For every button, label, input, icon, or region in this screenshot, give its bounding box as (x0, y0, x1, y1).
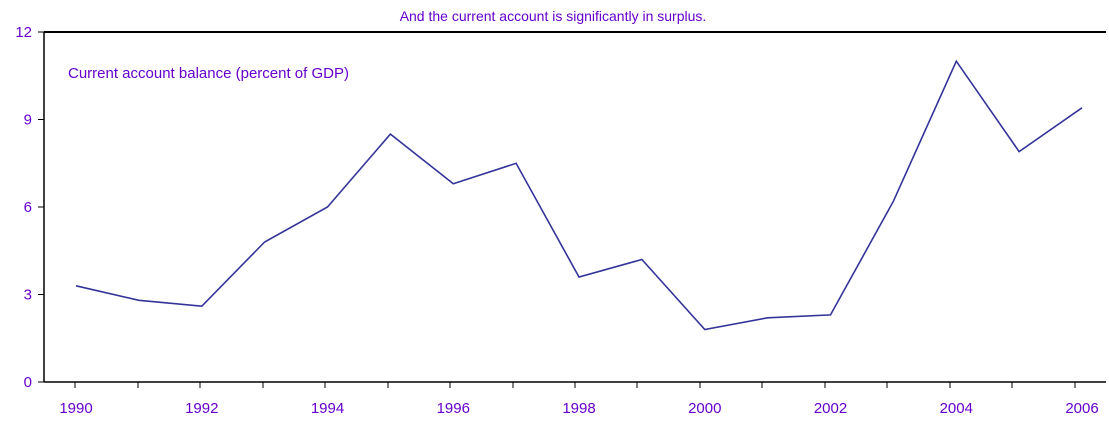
y-tick-label: 3 (24, 287, 32, 304)
chart-annotation: Current account balance (percent of GDP) (68, 65, 349, 82)
series (75, 59, 1083, 331)
y-ticks: 0 3 6 9 12 (15, 24, 44, 391)
x-tick-label: 1990 (59, 400, 92, 417)
x-tick-label: 2002 (814, 400, 847, 417)
x-tick-label: 2004 (940, 400, 973, 417)
y-tick-label: 9 (24, 112, 32, 129)
x-tick-label: 2006 (1065, 400, 1098, 417)
y-tick-label: 12 (15, 24, 32, 41)
x-tick-label: 1996 (437, 400, 470, 417)
x-ticks: 1990 1992 1994 1996 1998 2000 2002 2004 2006 (59, 382, 1099, 417)
chart-title: And the current account is significantly… (400, 8, 707, 24)
series-line (75, 59, 1083, 331)
x-tick-label: 1994 (311, 400, 344, 417)
y-tick-label: 0 (24, 374, 32, 391)
x-tick-label: 1998 (562, 400, 595, 417)
x-tick-label: 1992 (185, 400, 218, 417)
y-tick-label: 6 (24, 199, 32, 216)
x-tick-label: 2000 (688, 400, 721, 417)
